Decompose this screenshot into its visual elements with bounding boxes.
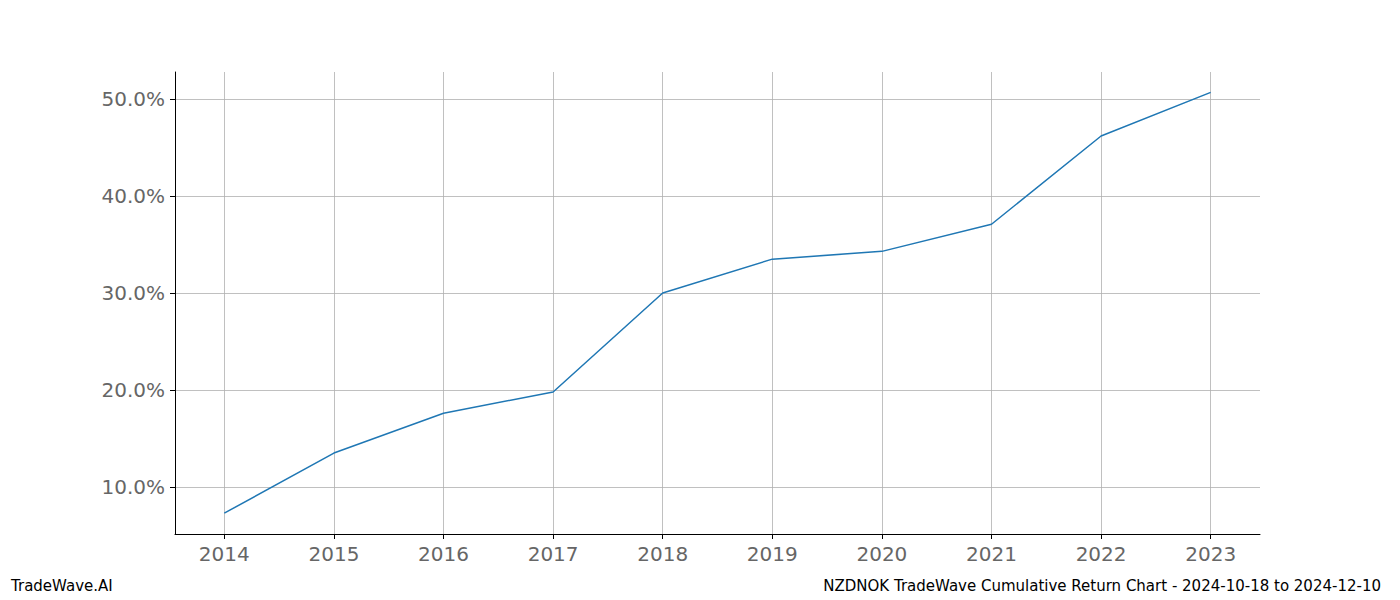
svg-text:20.0%: 20.0% — [101, 378, 165, 402]
svg-text:2023: 2023 — [1185, 542, 1236, 566]
svg-text:2019: 2019 — [747, 542, 798, 566]
svg-text:2022: 2022 — [1076, 542, 1127, 566]
svg-text:2015: 2015 — [308, 542, 359, 566]
svg-text:50.0%: 50.0% — [101, 87, 165, 111]
svg-text:2016: 2016 — [418, 542, 469, 566]
svg-text:2017: 2017 — [528, 542, 579, 566]
svg-text:2014: 2014 — [199, 542, 250, 566]
svg-text:40.0%: 40.0% — [101, 184, 165, 208]
svg-text:2020: 2020 — [856, 542, 907, 566]
svg-text:30.0%: 30.0% — [101, 281, 165, 305]
svg-text:TradeWave.AI: TradeWave.AI — [10, 577, 113, 595]
svg-text:2018: 2018 — [637, 542, 688, 566]
svg-text:2021: 2021 — [966, 542, 1017, 566]
svg-text:NZDNOK TradeWave Cumulative Re: NZDNOK TradeWave Cumulative Return Chart… — [823, 577, 1381, 595]
svg-text:10.0%: 10.0% — [101, 475, 165, 499]
